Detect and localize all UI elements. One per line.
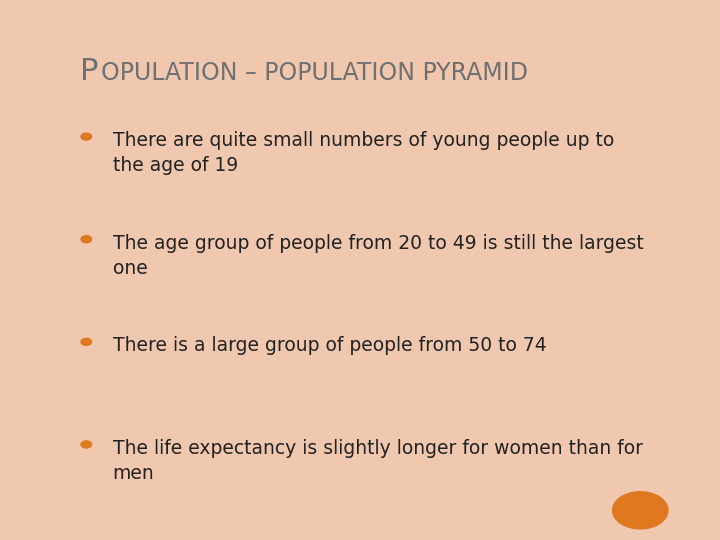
Text: P: P <box>80 57 98 86</box>
Ellipse shape <box>81 338 91 346</box>
Text: There is a large group of people from 50 to 74: There is a large group of people from 50… <box>113 336 546 355</box>
Text: The age group of people from 20 to 49 is still the largest
one: The age group of people from 20 to 49 is… <box>113 234 644 278</box>
Text: The life expectancy is slightly longer for women than for
men: The life expectancy is slightly longer f… <box>113 439 643 483</box>
Ellipse shape <box>81 441 91 448</box>
Text: There are quite small numbers of young people up to
the age of 19: There are quite small numbers of young p… <box>113 131 614 175</box>
Ellipse shape <box>613 492 668 529</box>
Text: OPULATION – POPULATION PYRAMID: OPULATION – POPULATION PYRAMID <box>102 61 528 85</box>
Ellipse shape <box>81 235 91 243</box>
Ellipse shape <box>81 133 91 140</box>
